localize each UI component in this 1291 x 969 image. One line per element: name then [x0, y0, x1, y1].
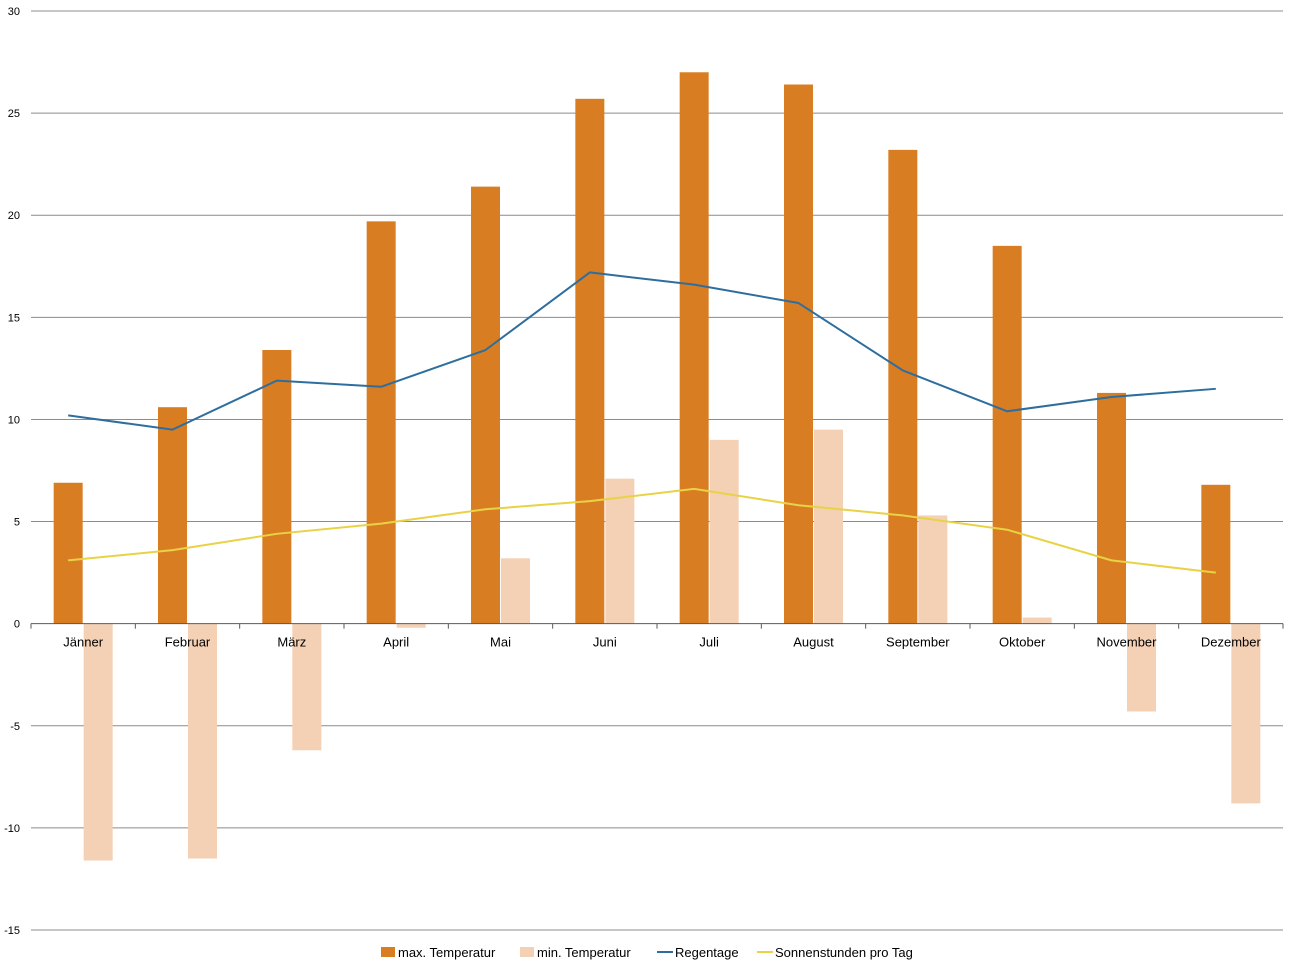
bar-max-temperatur — [575, 98, 605, 624]
y-tick-label: 5 — [14, 517, 20, 529]
bar-max-temperatur — [158, 407, 187, 624]
bar-min-temperatur — [709, 439, 739, 624]
category-labels: Jänner Februar März April Mai Juni Juli August S… — [63, 635, 1261, 650]
bar-max-temperatur — [1201, 484, 1231, 624]
bar-max-temperatur — [1097, 392, 1126, 624]
bar-min-temperatur — [918, 515, 948, 624]
y-tick-label: 15 — [8, 312, 20, 324]
line-sonnenstunden — [68, 487, 1216, 574]
y-tick-label: 25 — [8, 108, 20, 120]
legend: max. Temperatur min. Temperatur Regentage S… — [381, 945, 913, 960]
bar-min-temperatur — [1022, 617, 1052, 624]
bar-min-temperatur — [1231, 623, 1261, 804]
bar-max-temperatur — [992, 245, 1022, 624]
x-category-label: März — [277, 635, 306, 650]
bar-max-temperatur — [679, 72, 709, 624]
y-tick-label: 10 — [8, 414, 20, 426]
grid-lines — [31, 10, 1283, 931]
x-category-label: Oktober — [999, 635, 1046, 650]
x-category-label: November — [1097, 635, 1158, 650]
bar-max-temperatur — [262, 350, 292, 624]
legend-swatch — [381, 947, 395, 957]
x-category-label: Jänner — [63, 635, 103, 650]
bar-max-temperatur — [53, 482, 83, 624]
y-axis-ticks: -15 -10 -5 0 5 10 15 20 25 30 — [4, 6, 20, 937]
bar-min-temperatur — [814, 429, 843, 624]
x-category-label: September — [886, 635, 950, 650]
x-category-label: Dezember — [1201, 635, 1262, 650]
bar-max-temperatur — [366, 221, 396, 624]
bar-min-temperatur — [396, 623, 426, 628]
y-tick-label: -5 — [10, 721, 20, 733]
lines — [68, 271, 1216, 574]
y-tick-label: 20 — [8, 210, 20, 222]
y-tick-label: 0 — [14, 619, 20, 631]
line-regentage — [68, 271, 1216, 431]
bar-min-temperatur — [1127, 623, 1156, 712]
x-axis — [30, 623, 1284, 629]
x-category-label: Februar — [165, 635, 211, 650]
bar-max-temperatur — [888, 149, 918, 624]
bar-min-temperatur — [188, 623, 217, 859]
legend-label: Sonnenstunden pro Tag — [775, 945, 913, 960]
legend-label: max. Temperatur — [398, 945, 496, 960]
y-tick-label: -15 — [4, 925, 20, 937]
bar-max-temperatur — [471, 186, 500, 624]
bar-min-temperatur — [83, 623, 113, 861]
bar-max-temperatur — [784, 84, 813, 624]
x-category-label: April — [383, 635, 409, 650]
bar-min-temperatur — [292, 623, 322, 751]
x-category-label: Juni — [593, 635, 617, 650]
bar-min-temperatur — [501, 558, 530, 624]
bars — [53, 72, 1261, 861]
y-tick-label: 30 — [8, 6, 20, 18]
x-category-label: Mai — [490, 635, 511, 650]
x-category-label: Juli — [699, 635, 719, 650]
bar-min-temperatur — [605, 478, 635, 624]
legend-label: Regentage — [675, 945, 739, 960]
legend-swatch — [520, 947, 534, 957]
legend-label: min. Temperatur — [537, 945, 631, 960]
x-category-label: August — [793, 635, 834, 650]
y-tick-label: -10 — [4, 823, 20, 835]
